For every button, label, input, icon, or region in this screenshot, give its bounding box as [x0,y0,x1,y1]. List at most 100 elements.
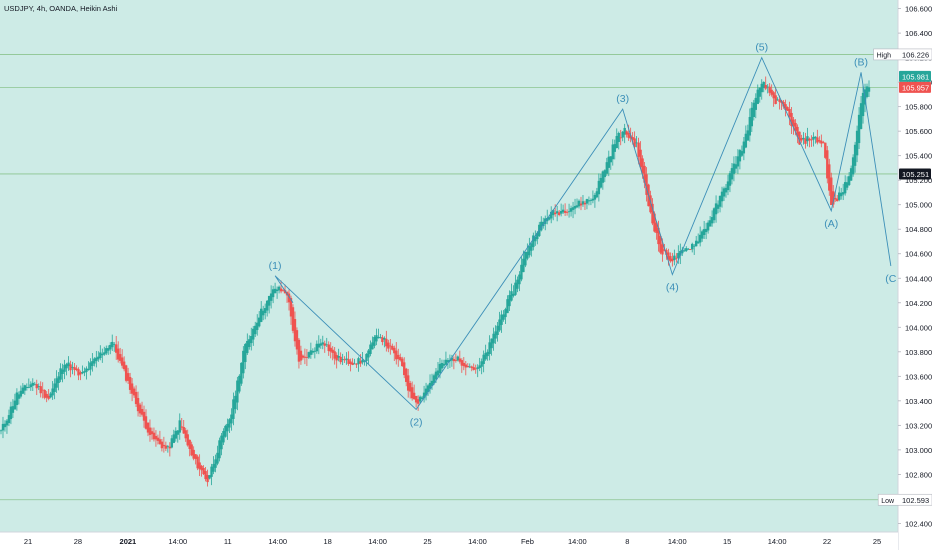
candle [798,131,801,145]
wave-path [274,56,892,411]
candle-body [297,339,301,362]
price-tick-label: 105.600 [905,127,932,136]
candle [738,148,742,170]
candle [424,382,428,401]
wave-label: (C [885,273,896,285]
candle-body [140,408,144,415]
candle-body [512,293,515,296]
candle [500,310,503,333]
candle-body [379,336,382,338]
candle-body [853,144,857,166]
candle [242,346,245,379]
candle [814,136,817,144]
candle [478,357,481,372]
candle [287,289,291,311]
candle [87,361,90,371]
candle [222,428,225,446]
candle-body [387,342,390,349]
candle-body [563,210,567,213]
price-badge-value: 105.957 [902,83,929,92]
candle [325,337,328,348]
candle [375,328,378,346]
candle-body [422,392,426,399]
candle [816,129,819,145]
candle-body [399,357,402,361]
candle-body [440,362,444,369]
candle [164,441,168,452]
candle [458,350,462,364]
candle-body [148,427,152,435]
candle [716,200,720,214]
wave-label: (4) [666,282,679,294]
candle [643,162,646,189]
candle-body [800,138,803,141]
time-tick-label: 14:00 [268,537,287,546]
candle-body [367,350,370,358]
candle-body [772,92,775,99]
candle [782,99,785,109]
candle-body [303,356,307,358]
candle-body [204,471,207,480]
time-tick-label: 14:00 [368,537,387,546]
candle-body [573,205,577,209]
candle-body [752,102,755,118]
candle [55,370,58,393]
price-tick-label: 103.000 [905,446,932,455]
candle [347,351,350,366]
candle [101,348,104,363]
candle [200,464,203,477]
candle [806,127,809,147]
candle [553,204,557,217]
candle [742,137,746,161]
price-tick-label: 104.000 [905,323,932,332]
candle-body [768,86,771,93]
candle [671,252,674,267]
candle-body [532,235,535,248]
candle [412,384,416,400]
candle [496,322,499,342]
candle [3,420,7,432]
candle-body [311,350,315,353]
candle-body [502,314,505,320]
candle [85,366,88,380]
candle [504,307,507,325]
candle [454,353,458,363]
candle [549,206,553,224]
wave-annotation: (1) (2) (3) (4) (5) (A) (B) (C [269,42,897,429]
candle [853,141,857,173]
candle [591,190,595,204]
candle [510,283,513,302]
candle-body [168,446,172,449]
candle [188,439,191,457]
candle [702,221,706,240]
candle-body [47,395,50,399]
candle [103,346,106,356]
candle [59,363,62,383]
candle-body [242,350,245,374]
candle [460,358,464,373]
candle-body [63,364,66,372]
candle-body [430,380,434,386]
candle [293,311,297,347]
candle [297,338,301,369]
candle [581,194,585,207]
candle-body [404,368,408,382]
candle [756,84,759,105]
candle [786,106,789,112]
time-axis: 21 28 2021 14:00 11 14:00 18 14:00 25 14:00 Feb 14:… [0,531,898,550]
candle [160,438,164,452]
candle [659,234,662,255]
candle-body [146,422,150,433]
price-badge-background [899,81,931,93]
time-tick-label: 18 [323,537,331,546]
candle [488,335,491,361]
candle-body [627,132,630,138]
candle-body [198,462,201,470]
candle-body [186,434,189,446]
candle-body [607,156,610,168]
candle [534,230,537,246]
candle-body [101,353,104,356]
candle [410,381,414,401]
